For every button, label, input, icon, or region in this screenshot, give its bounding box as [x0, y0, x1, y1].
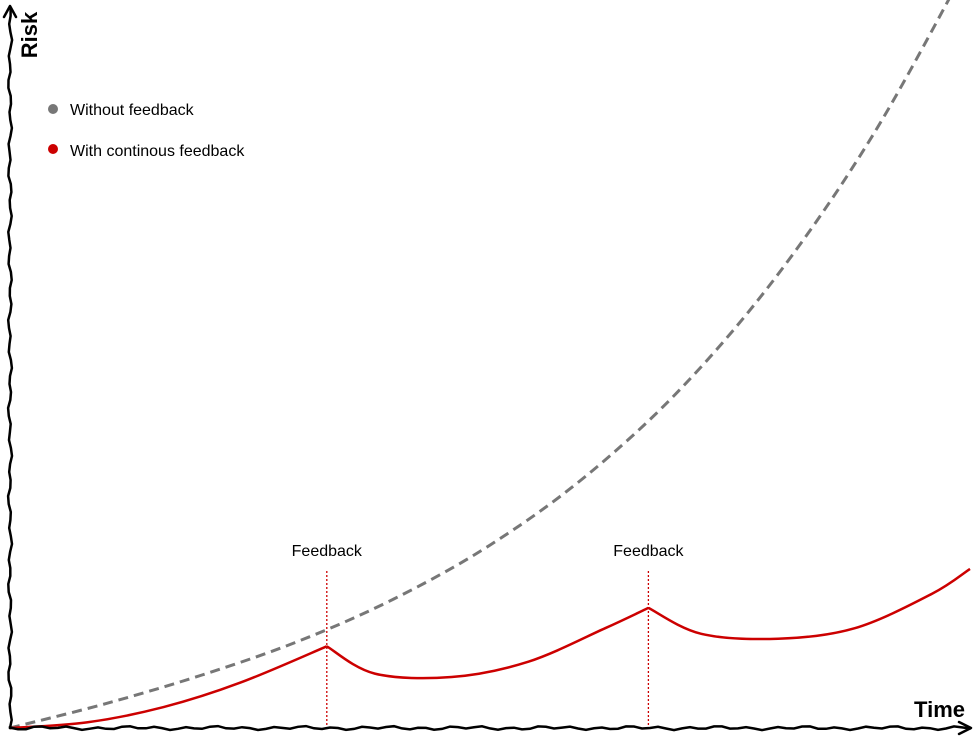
y-axis-title: Risk [17, 11, 42, 58]
series-line-with-continous-feedback [9, 567, 971, 730]
x-axis-title: Time [914, 697, 965, 722]
feedback-label: Feedback [613, 543, 684, 560]
series-without-feedback [9, 0, 951, 730]
legend: Without feedback With continous feedback [48, 102, 245, 160]
y-axis-arrowhead [2, 4, 18, 19]
x-axis-arrowhead [957, 720, 973, 736]
y-axis-line [6, 6, 14, 730]
series-line-without-feedback [9, 0, 951, 730]
legend-marker-with-continous-feedback [48, 144, 58, 154]
x-axis-line [8, 724, 972, 732]
legend-label-with-continous-feedback: With continous feedback [70, 143, 245, 160]
feedback-annotations: Feedback Feedback [292, 543, 685, 728]
feedback-label: Feedback [292, 543, 363, 560]
legend-marker-without-feedback [48, 104, 58, 114]
series-lines [9, 0, 971, 730]
legend-label-without-feedback: Without feedback [70, 102, 195, 119]
series-with-continous-feedback [9, 567, 971, 730]
